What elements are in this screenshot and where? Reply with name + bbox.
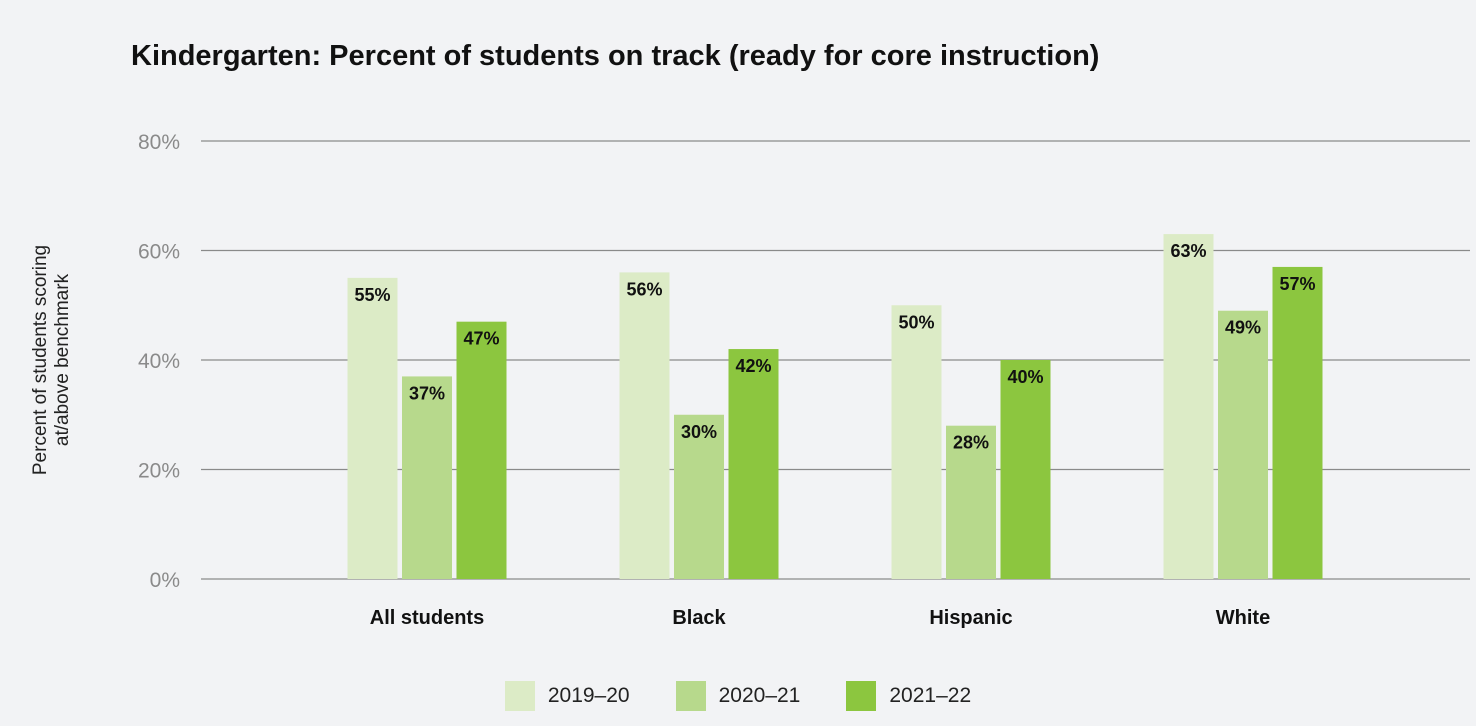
data-label: 49%	[1225, 318, 1261, 338]
legend-item-2019-20: 2019–20	[504, 681, 630, 711]
data-label: 30%	[681, 422, 717, 442]
legend-swatch-2021-22	[846, 681, 877, 711]
bar	[1218, 310, 1268, 579]
bar	[402, 376, 452, 579]
y-tick-label: 80%	[138, 131, 180, 154]
bar	[619, 272, 670, 579]
bar	[728, 349, 779, 579]
legend-swatch-2019-20	[504, 681, 535, 711]
x-tick-label: Hispanic	[929, 607, 1012, 629]
legend-label-2020-21: 2020–21	[718, 684, 801, 707]
legend: 2019–20 2020–21 2021–22	[0, 681, 1476, 711]
chart-title: Kindergarten: Percent of students on tra…	[131, 40, 1100, 72]
data-label: 56%	[626, 279, 662, 299]
bar	[456, 321, 507, 579]
x-tick-label: Black	[672, 607, 726, 629]
legend-label-2019-20: 2019–20	[547, 684, 630, 707]
bar	[1272, 266, 1323, 579]
bar	[1000, 360, 1051, 579]
data-label: 57%	[1279, 274, 1315, 294]
data-label: 50%	[898, 312, 934, 332]
bar	[891, 305, 942, 579]
data-label: 42%	[735, 356, 771, 376]
y-tick-label: 20%	[138, 460, 180, 483]
data-label: 55%	[354, 285, 390, 305]
bar	[946, 425, 996, 579]
data-label: 37%	[409, 383, 445, 403]
bar	[674, 414, 724, 579]
legend-swatch-2020-21	[675, 681, 706, 711]
y-tick-label: 0%	[150, 569, 180, 592]
x-tick-label: White	[1216, 607, 1270, 629]
legend-label-2021-22: 2021–22	[889, 684, 972, 707]
data-label: 63%	[1170, 241, 1206, 261]
y-tick-label: 40%	[138, 350, 180, 373]
data-label: 28%	[953, 433, 989, 453]
y-tick-label: 60%	[138, 241, 180, 264]
bar	[1163, 234, 1214, 579]
data-label: 40%	[1007, 367, 1043, 387]
bar	[347, 277, 398, 579]
x-tick-label: All students	[370, 607, 484, 629]
data-label: 47%	[463, 329, 499, 349]
legend-item-2021-22: 2021–22	[846, 681, 971, 711]
legend-item-2020-21: 2020–21	[675, 681, 801, 711]
